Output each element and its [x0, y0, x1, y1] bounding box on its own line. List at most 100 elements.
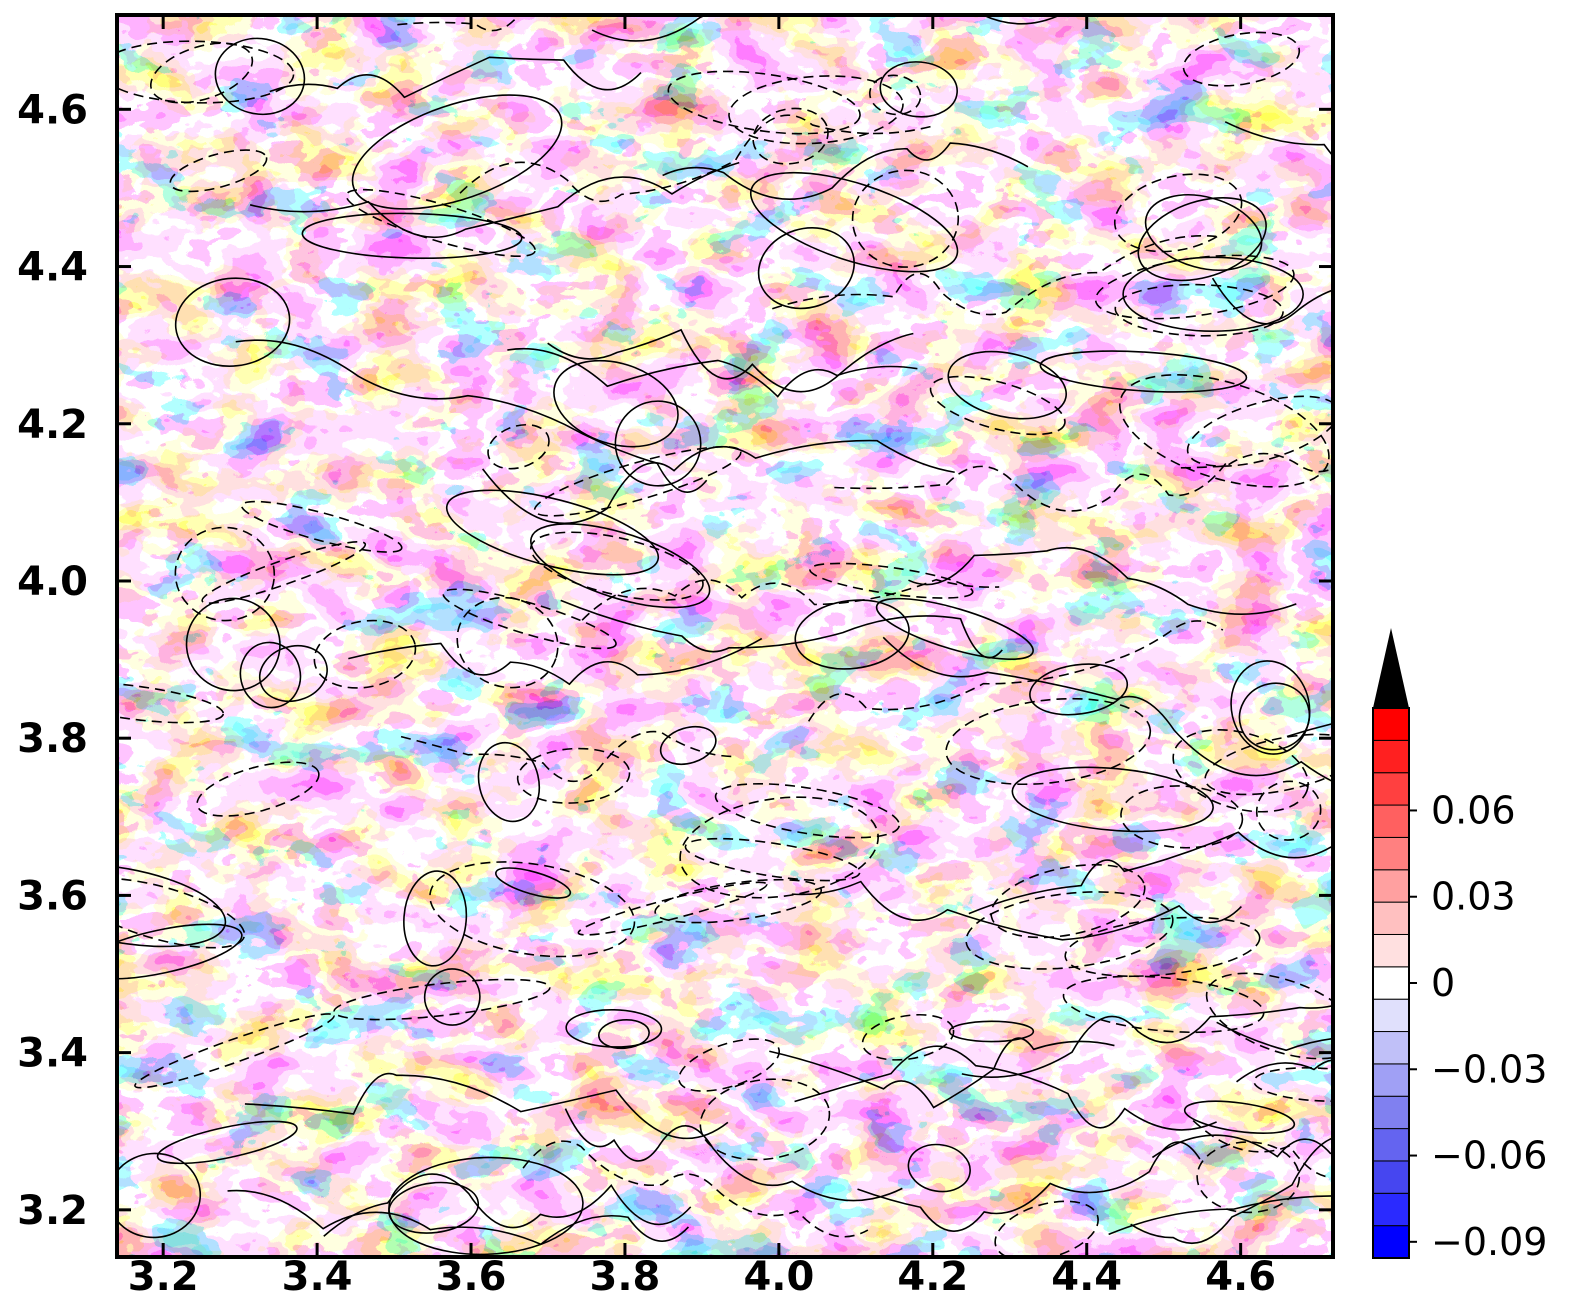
- contour-line: [968, 831, 1333, 915]
- contour-loop: [553, 359, 679, 448]
- contour-loop: [945, 697, 1152, 786]
- contour-line: [769, 1037, 1115, 1109]
- colorbar-tick-label: −0.03: [1431, 1047, 1547, 1091]
- contour-loop: [990, 863, 1146, 939]
- contour-loop: [403, 870, 468, 967]
- contour-loop: [1253, 1067, 1333, 1102]
- contour-loop: [495, 867, 572, 899]
- contour-loop: [442, 588, 617, 650]
- contour-loop: [907, 1143, 971, 1193]
- colorbar-segment: [1372, 1192, 1410, 1227]
- y-axis: 3.2 3.4 3.6 3.8 4.0 4.2 4.4 4.6: [17, 87, 1333, 1234]
- x-tick-label: 4.6: [1205, 1254, 1276, 1300]
- heatmap-field: [117, 15, 1333, 1257]
- contour-line: [591, 15, 1062, 42]
- contour-line: [791, 880, 1242, 941]
- contour-line: [547, 328, 914, 393]
- contour-line: [459, 114, 936, 203]
- colorbar-segment: [1372, 707, 1410, 741]
- contour-loop: [684, 837, 861, 882]
- contour-loop: [429, 861, 636, 958]
- colorbar-segment: [1372, 933, 1410, 968]
- contour-loop: [1204, 733, 1333, 796]
- contour-loop: [948, 1020, 1035, 1043]
- colorbar-tick-label: 0.03: [1431, 875, 1516, 919]
- colorbar-segment: [1372, 998, 1410, 1033]
- contour-line: [807, 620, 1224, 722]
- contour-loop: [487, 423, 550, 470]
- contour-line: [227, 1189, 690, 1246]
- contour-line: [908, 546, 1297, 615]
- contour-loop: [1120, 785, 1244, 849]
- contour-line: [961, 1004, 1333, 1078]
- contour-line: [564, 1108, 903, 1202]
- contour-loop: [1039, 350, 1248, 393]
- contour-loop: [1011, 766, 1214, 833]
- y-tick-label: 4.2: [17, 402, 88, 448]
- colorbar-segment: [1372, 836, 1410, 871]
- contour-line: [481, 439, 955, 524]
- contour-loop: [1183, 1100, 1296, 1134]
- contour-line: [857, 1141, 1201, 1232]
- contour-loop: [1118, 374, 1330, 488]
- y-tick-label: 3.8: [17, 716, 88, 762]
- x-tick-label: 3.6: [436, 1254, 507, 1300]
- colorbar-extend-arrow: [1373, 628, 1409, 708]
- contour-loop: [929, 375, 1066, 436]
- contour-loop: [117, 863, 227, 948]
- contour-loop: [614, 400, 702, 487]
- colorbar-segment: [1372, 1095, 1410, 1130]
- contour-loop: [869, 74, 922, 116]
- contour-loop: [875, 597, 1034, 661]
- contour-loop: [117, 923, 243, 980]
- contour-line: [400, 730, 733, 783]
- y-tick-label: 3.2: [17, 1188, 88, 1234]
- colorbar: 0.06 0.03 0 −0.03 −0.06 −0.09: [1372, 628, 1547, 1264]
- x-tick-label: 3.2: [128, 1254, 199, 1300]
- contour-loop: [117, 681, 225, 724]
- contour-loop: [169, 149, 268, 193]
- contour-line: [507, 347, 918, 398]
- contour-loop: [117, 1152, 202, 1239]
- contour-loop: [333, 978, 551, 1021]
- colorbar-segment: [1372, 869, 1410, 903]
- colorbar-tick-label: −0.09: [1431, 1220, 1547, 1264]
- contour-loop: [1205, 972, 1333, 1060]
- y-tick-label: 4.0: [17, 559, 88, 605]
- contour-loop: [757, 226, 855, 310]
- colorbar-segment: [1372, 901, 1410, 935]
- contour-line: [662, 142, 1029, 200]
- contour-line: [1224, 121, 1333, 158]
- contour-line: [323, 1173, 692, 1237]
- contour-loop: [809, 562, 974, 599]
- y-tick-label: 3.4: [17, 1031, 88, 1077]
- colorbar-segment: [1372, 1225, 1410, 1259]
- contour-loop: [794, 599, 910, 670]
- contour-line: [1151, 1134, 1333, 1159]
- contour-loop: [174, 277, 291, 367]
- contour-line: [1130, 1137, 1333, 1245]
- colorbar-tick-label: 0.06: [1431, 788, 1516, 832]
- x-tick-label: 4.0: [743, 1254, 814, 1300]
- contour-loop: [149, 42, 254, 104]
- contour-loop: [258, 644, 328, 703]
- contour-loop: [477, 741, 541, 823]
- colorbar-segment: [1372, 772, 1410, 806]
- contour-loop: [533, 445, 742, 517]
- contour-loop: [351, 94, 563, 210]
- contour-loop: [445, 489, 660, 576]
- colorbar-segment: [1372, 1031, 1410, 1065]
- contour-loop: [1113, 173, 1243, 253]
- contour-loop: [659, 725, 717, 766]
- contour-loop: [240, 500, 403, 553]
- contour-loop: [679, 796, 879, 899]
- x-tick-label: 3.4: [282, 1254, 353, 1300]
- contour-loop: [174, 526, 276, 622]
- contour-loop: [1029, 663, 1129, 716]
- contour-loop: [516, 747, 631, 804]
- contour-loop: [117, 877, 246, 949]
- contour-loop: [851, 169, 960, 268]
- y-tick-label: 4.4: [17, 245, 88, 291]
- contour-loop: [678, 1038, 781, 1092]
